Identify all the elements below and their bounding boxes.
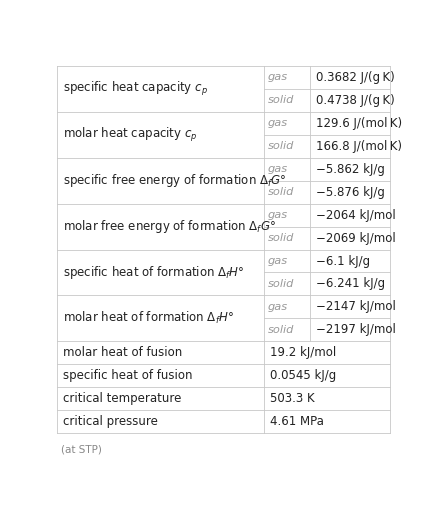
Text: 0.3682 J/(g K): 0.3682 J/(g K) — [316, 71, 395, 84]
Text: −5.876 kJ/g: −5.876 kJ/g — [316, 186, 385, 199]
Text: solid: solid — [268, 279, 294, 289]
Text: −5.862 kJ/g: −5.862 kJ/g — [316, 163, 385, 176]
Text: −2064 kJ/mol: −2064 kJ/mol — [316, 209, 395, 222]
Text: −6.1 kJ/g: −6.1 kJ/g — [316, 254, 370, 267]
Text: gas: gas — [268, 118, 288, 128]
Text: solid: solid — [268, 325, 294, 335]
Text: gas: gas — [268, 72, 288, 83]
Text: specific heat of formation $\Delta_f H°$: specific heat of formation $\Delta_f H°$ — [63, 264, 245, 281]
Text: −2197 kJ/mol: −2197 kJ/mol — [316, 323, 395, 337]
Text: solid: solid — [268, 187, 294, 197]
Text: molar heat capacity $c_p$: molar heat capacity $c_p$ — [63, 126, 198, 144]
Text: gas: gas — [268, 164, 288, 174]
Text: gas: gas — [268, 210, 288, 220]
Text: gas: gas — [268, 256, 288, 266]
Text: 166.8 J/(mol K): 166.8 J/(mol K) — [316, 140, 402, 153]
Text: gas: gas — [268, 302, 288, 312]
Text: −6.241 kJ/g: −6.241 kJ/g — [316, 278, 385, 291]
Text: 503.3 K: 503.3 K — [270, 392, 315, 405]
Text: solid: solid — [268, 141, 294, 151]
Text: 0.4738 J/(g K): 0.4738 J/(g K) — [316, 94, 395, 107]
Text: molar free energy of formation $\Delta_f G°$: molar free energy of formation $\Delta_f… — [63, 218, 276, 235]
Text: critical temperature: critical temperature — [63, 392, 182, 405]
Text: specific heat of fusion: specific heat of fusion — [63, 369, 193, 382]
Text: 19.2 kJ/mol: 19.2 kJ/mol — [270, 346, 336, 359]
Text: molar heat of formation $\Delta_f H°$: molar heat of formation $\Delta_f H°$ — [63, 310, 234, 326]
Text: −2069 kJ/mol: −2069 kJ/mol — [316, 232, 395, 245]
Text: solid: solid — [268, 96, 294, 105]
Text: solid: solid — [268, 233, 294, 243]
Text: −2147 kJ/mol: −2147 kJ/mol — [316, 300, 395, 313]
Text: critical pressure: critical pressure — [63, 415, 158, 428]
Text: molar heat of fusion: molar heat of fusion — [63, 346, 183, 359]
Text: specific heat capacity $c_p$: specific heat capacity $c_p$ — [63, 80, 208, 98]
Text: 4.61 MPa: 4.61 MPa — [270, 415, 324, 428]
Text: 129.6 J/(mol K): 129.6 J/(mol K) — [316, 117, 402, 130]
Text: 0.0545 kJ/g: 0.0545 kJ/g — [270, 369, 336, 382]
Text: (at STP): (at STP) — [61, 445, 102, 455]
Text: specific free energy of formation $\Delta_f G°$: specific free energy of formation $\Delt… — [63, 172, 287, 189]
